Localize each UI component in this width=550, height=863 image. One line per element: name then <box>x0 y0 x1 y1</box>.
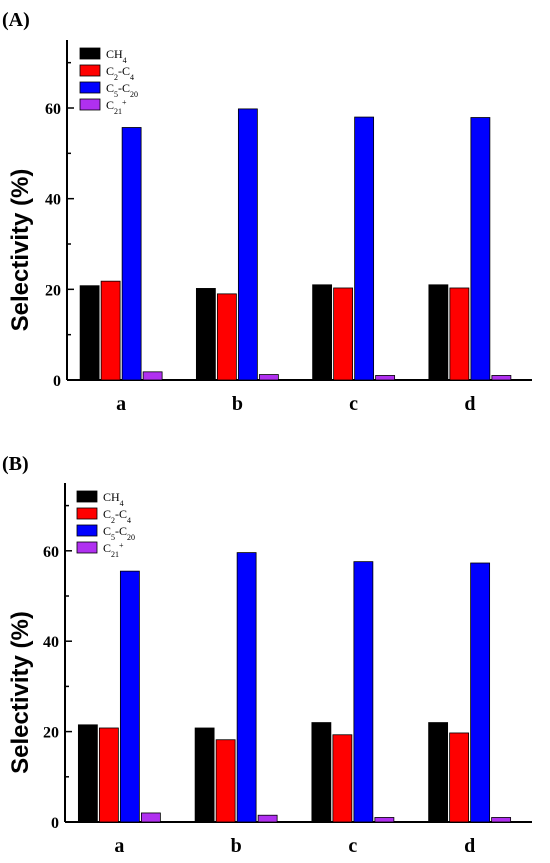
y-tick-label: 0 <box>51 815 59 832</box>
bar-b-1 <box>195 288 216 381</box>
bar-c-3 <box>354 116 375 381</box>
legend-swatch <box>76 524 98 537</box>
bar-c-3 <box>353 561 374 823</box>
bar-b-4 <box>258 374 279 381</box>
bar-b-3 <box>236 552 257 823</box>
x-category-label: d <box>464 835 475 857</box>
bar-a-3 <box>119 570 140 823</box>
y-axis-label: Selectivity (%) <box>7 611 34 774</box>
bar-d-4 <box>491 375 512 381</box>
x-category-label: b <box>232 393 243 415</box>
bar-d-2 <box>449 287 470 381</box>
legend-label: C5-C20 <box>106 81 138 99</box>
y-tick-label: 20 <box>45 282 61 299</box>
legend-label: C2-C4 <box>106 64 134 82</box>
legend-label: C21+ <box>103 541 124 559</box>
x-category-label: c <box>349 393 358 415</box>
bar-b-2 <box>216 293 237 381</box>
legend-label: CH4 <box>106 47 127 65</box>
legend-swatch <box>79 64 101 77</box>
legend-label: C5-C20 <box>103 524 135 542</box>
legend-swatch <box>76 541 98 554</box>
legend-swatch <box>76 507 98 520</box>
bar-a-1 <box>77 724 98 823</box>
y-tick-label: 60 <box>45 101 61 118</box>
panel-label: (B) <box>2 453 29 475</box>
legend-label: C2-C4 <box>103 507 131 525</box>
x-category-label: a <box>116 393 126 415</box>
bar-b-1 <box>194 727 215 823</box>
y-tick-label: 60 <box>43 544 59 561</box>
bar-c-4 <box>375 375 396 381</box>
bar-b-3 <box>237 108 258 381</box>
bar-b-2 <box>215 739 236 823</box>
bar-b-4 <box>257 814 278 823</box>
legend-swatch <box>79 47 101 60</box>
bar-d-3 <box>470 562 491 823</box>
bar-c-2 <box>333 287 354 381</box>
legend-label: CH4 <box>103 490 124 508</box>
panel-label: (A) <box>2 9 30 31</box>
x-category-label: b <box>231 835 242 857</box>
y-tick-label: 40 <box>45 192 61 209</box>
y-tick-label: 0 <box>53 373 61 390</box>
legend-swatch <box>79 98 101 111</box>
bar-a-3 <box>121 127 142 381</box>
y-axis-label: Selectivity (%) <box>7 169 34 332</box>
x-category-label: a <box>114 835 124 857</box>
x-category-label: c <box>348 835 357 857</box>
legend-label: C21+ <box>106 98 127 116</box>
bar-a-4 <box>140 812 161 823</box>
chart-panel-1: (A) 0 20 40 60 Selectivity (%) a b c d CH4C2-C4C5-… <box>2 9 532 415</box>
y-tick-label: 40 <box>43 634 59 651</box>
bar-d-2 <box>449 732 470 823</box>
x-category-label: d <box>464 393 475 415</box>
y-tick-label: 20 <box>43 725 59 742</box>
bar-c-4 <box>374 817 395 823</box>
bar-a-2 <box>98 727 119 823</box>
legend-swatch <box>79 81 101 94</box>
bar-c-1 <box>311 722 332 823</box>
chart-panel-2: (B) 0 20 40 60 Selectivity (%) a b c d CH4C2-C4C5-… <box>2 453 532 857</box>
bar-a-2 <box>100 280 121 381</box>
bar-d-1 <box>428 722 449 823</box>
legend-swatch <box>76 490 98 503</box>
bar-c-2 <box>332 734 353 823</box>
bar-d-1 <box>428 284 449 381</box>
bar-a-4 <box>142 371 163 381</box>
bar-a-1 <box>79 285 100 381</box>
bar-d-4 <box>491 817 512 823</box>
bar-c-1 <box>312 284 333 381</box>
bar-d-3 <box>470 117 491 381</box>
